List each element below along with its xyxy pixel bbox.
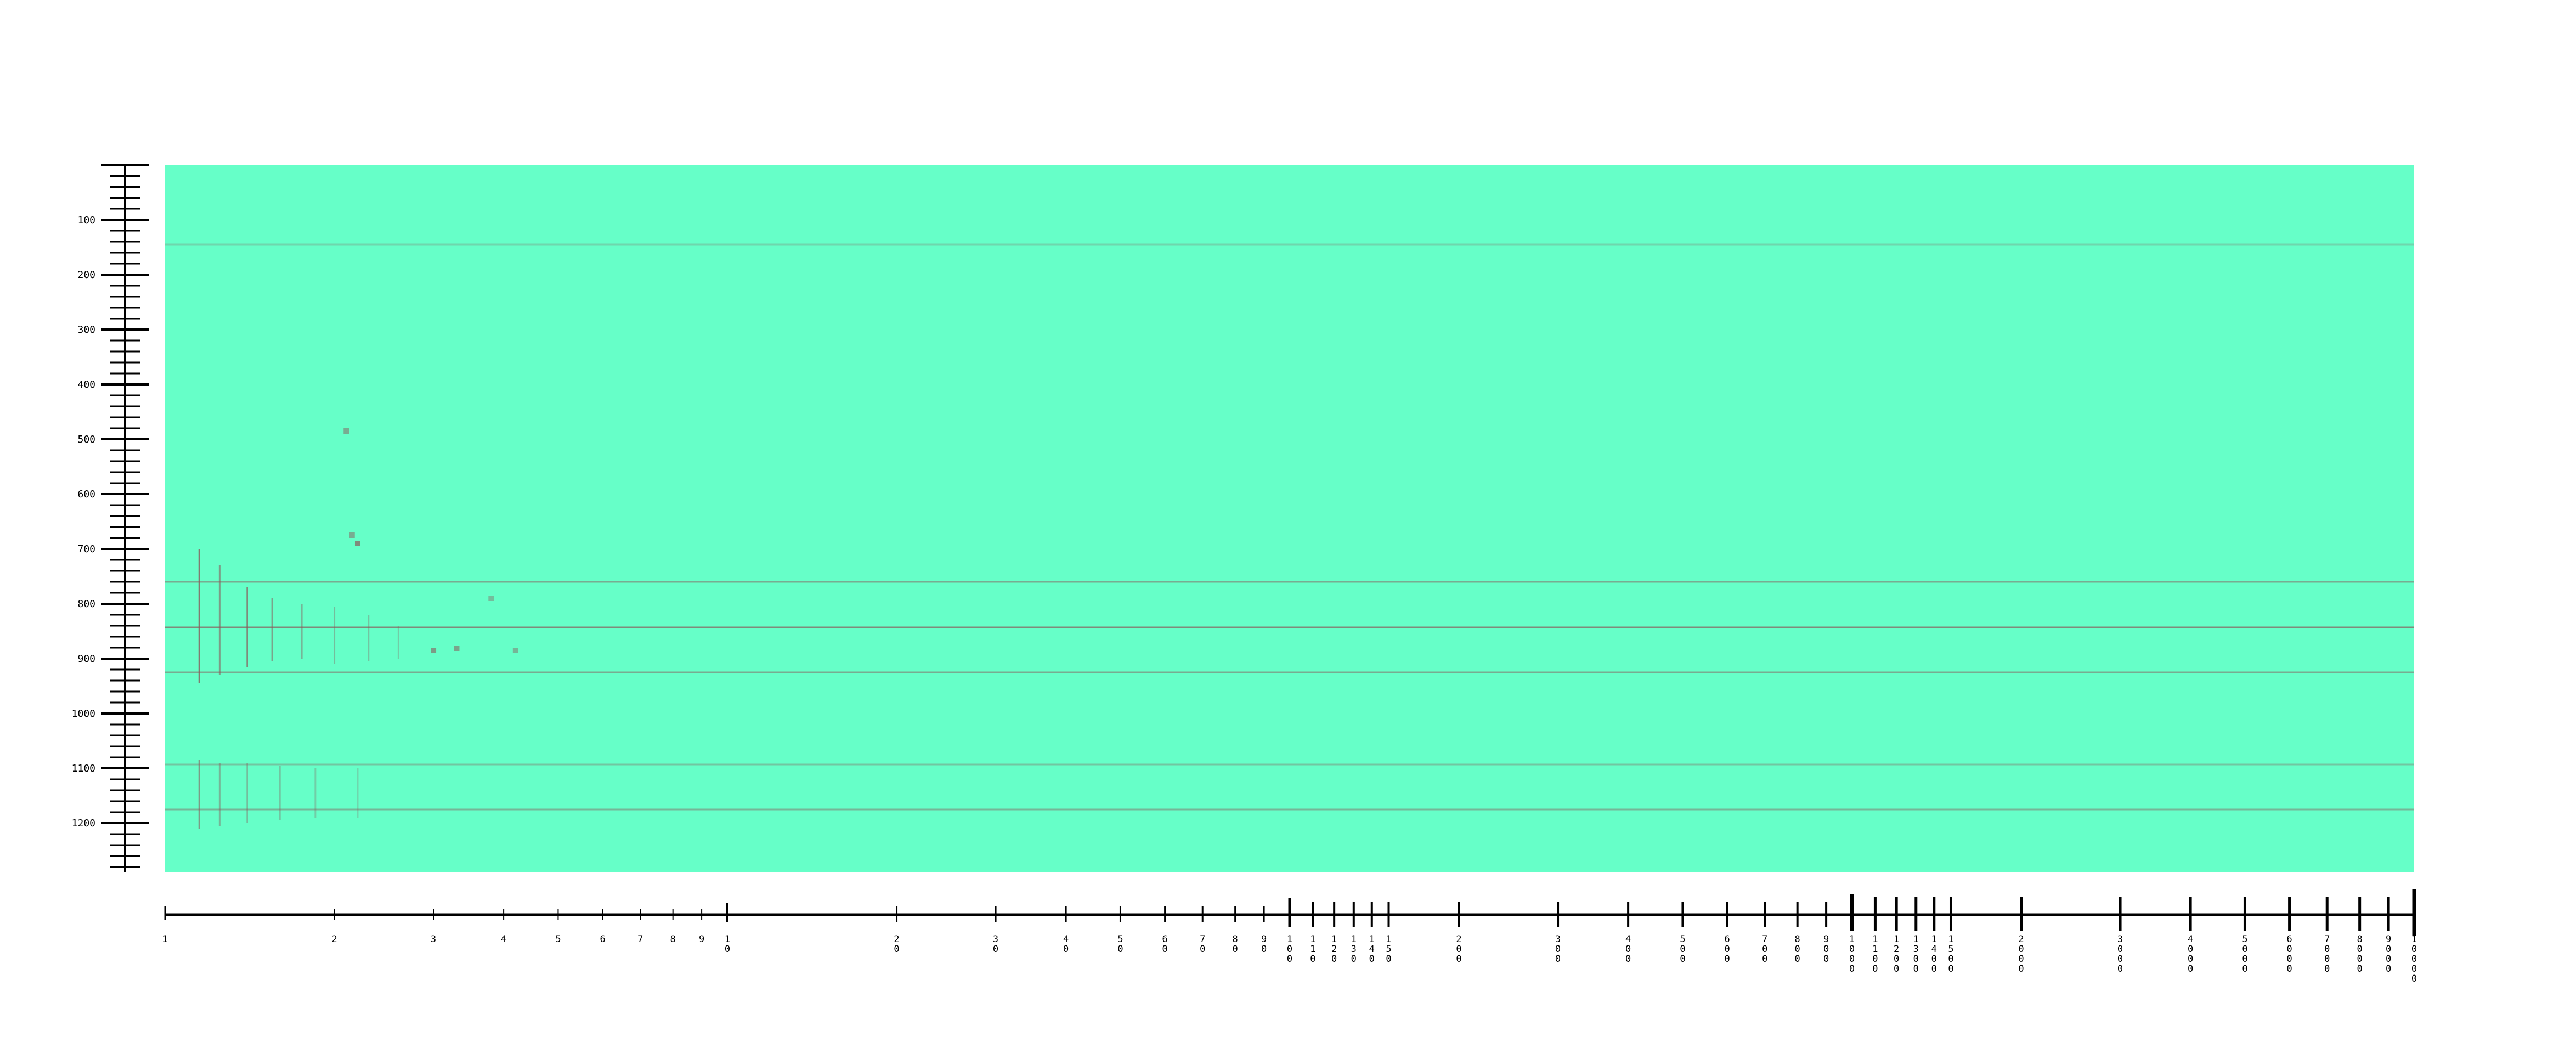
x-axis: 1 2 3 4 5 6 7 8 9 1 0 2 0 3 0 4 0 5 0 6 0 7 0 8 0 9 0 1 0 0 1 1 0 1 2 0 1 3 0 1…: [162, 889, 2417, 984]
x-tick-label: 4: [501, 934, 506, 945]
y-tick-label: 400: [77, 379, 95, 390]
x-tick-label: 1: [162, 934, 168, 945]
y-tick-label: 600: [77, 489, 95, 500]
heatmap-spot: [349, 532, 355, 538]
heatmap-spot: [354, 541, 360, 546]
y-tick-label: 1100: [72, 763, 95, 774]
x-tick-label: 8: [670, 934, 676, 945]
heatmap-spot: [431, 648, 437, 653]
y-tick-label: 500: [77, 434, 95, 445]
vertical-spikes: [198, 549, 399, 829]
heatmap-spot: [454, 646, 460, 651]
heatmap-spot: [343, 428, 349, 434]
y-axis: 100 200 300 400 500 600 700 800 900 1000 1100 1200: [72, 164, 149, 872]
x-tick-label: 3: [431, 934, 436, 945]
y-tick-label: 800: [77, 598, 95, 610]
x-tick-label: 6: [600, 934, 605, 945]
y-tick-label: 1200: [72, 818, 95, 829]
y-tick-label: 700: [77, 543, 95, 555]
x-tick-label: 5: [555, 934, 561, 945]
y-tick-label: 200: [77, 269, 95, 281]
x-tick-label: 2: [331, 934, 337, 945]
y-tick-label: 900: [77, 653, 95, 665]
horizontal-bands: [165, 243, 2414, 811]
heatmap-spot: [512, 648, 518, 653]
y-tick-label: 300: [77, 324, 95, 336]
y-tick-label: 1000: [72, 708, 95, 719]
heatmap-spot: [488, 596, 494, 601]
x-tick-label: 7: [637, 934, 643, 945]
data-spots: [343, 428, 518, 653]
x-tick-label: 9: [699, 934, 704, 945]
plot-area: [165, 165, 2414, 872]
y-tick-label: 100: [77, 214, 95, 226]
